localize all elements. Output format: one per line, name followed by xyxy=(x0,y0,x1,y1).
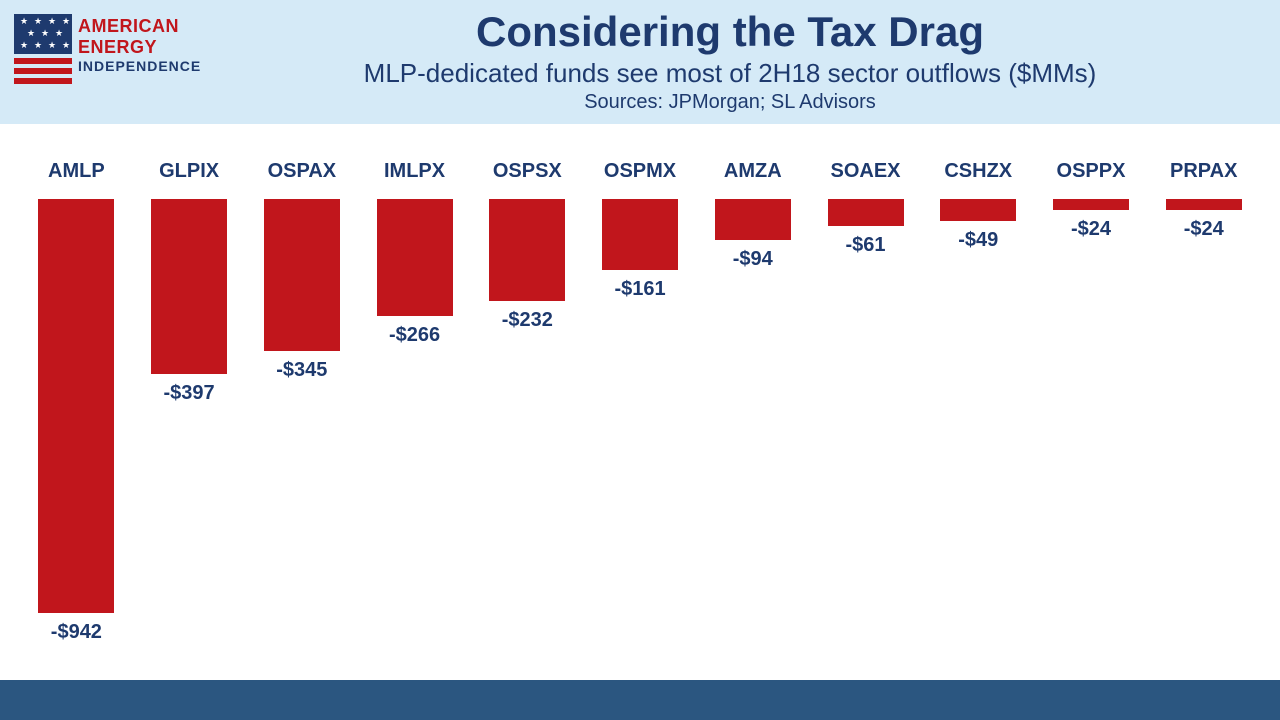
bar xyxy=(1166,199,1242,210)
chart-sources: Sources: JPMorgan; SL Advisors xyxy=(200,91,1260,114)
bar-category-label: OSPSX xyxy=(493,160,562,183)
logo-line-3: INDEPENDENCE xyxy=(78,58,201,74)
bar-column: GLPIX -$397 xyxy=(133,160,246,640)
bars-row: AMLP-$942 GLPIX -$397 OSPAX -$345 IMLPX -$266 O… xyxy=(20,160,1260,640)
flag-icon: ★★★★ ★★★ ★★★★ xyxy=(14,14,72,84)
bar-wrap xyxy=(1035,199,1148,210)
bar-value-label: -$232 xyxy=(502,309,553,332)
bar-column: AMLP-$942 xyxy=(20,160,133,640)
bar-category-label: OSPAX xyxy=(268,160,337,183)
bar-value-label: -$942 xyxy=(51,621,102,644)
bar-category-label: GLPIX xyxy=(159,160,219,183)
flag-stripes xyxy=(14,58,72,84)
bar xyxy=(489,199,565,301)
bar xyxy=(151,199,227,374)
bar-wrap xyxy=(809,199,922,226)
bar-value-label: -$345 xyxy=(276,359,327,382)
logo-line-1: AMERICAN xyxy=(78,16,201,37)
bar-value-label: -$397 xyxy=(164,382,215,405)
bar-category-label: OSPMX xyxy=(604,160,676,183)
bar-wrap xyxy=(358,199,471,316)
bar-category-label: SOAEX xyxy=(830,160,900,183)
logo-text: AMERICAN ENERGY INDEPENDENCE xyxy=(78,14,201,74)
bar-wrap xyxy=(245,199,358,351)
footer-band xyxy=(0,680,1280,720)
bar xyxy=(377,199,453,316)
page: ★★★★ ★★★ ★★★★ AMERICAN ENERGY INDEPENDEN… xyxy=(0,0,1280,720)
bar-column: PRPAX -$24 xyxy=(1147,160,1260,640)
bar-column: OSPSX -$232 xyxy=(471,160,584,640)
bar-column: OSPPX -$24 xyxy=(1035,160,1148,640)
bar xyxy=(1053,199,1129,210)
bar-wrap xyxy=(20,199,133,613)
brand-logo: ★★★★ ★★★ ★★★★ AMERICAN ENERGY INDEPENDEN… xyxy=(14,14,190,84)
bar-column: AMZA -$94 xyxy=(696,160,809,640)
title-area: Considering the Tax Drag MLP-dedicated f… xyxy=(200,8,1260,114)
bar-value-label: -$24 xyxy=(1071,218,1111,241)
bar-category-label: IMLPX xyxy=(384,160,445,183)
bar-value-label: -$266 xyxy=(389,324,440,347)
bar-category-label: AMZA xyxy=(724,160,782,183)
bar-wrap xyxy=(1147,199,1260,210)
bar xyxy=(715,199,791,240)
bar-category-label: CSHZX xyxy=(944,160,1012,183)
bar-value-label: -$94 xyxy=(733,248,773,271)
bar xyxy=(264,199,340,351)
bar-value-label: -$49 xyxy=(958,229,998,252)
logo-line-2: ENERGY xyxy=(78,37,201,58)
bar-wrap xyxy=(133,199,246,374)
bar-column: SOAEX -$61 xyxy=(809,160,922,640)
bar xyxy=(828,199,904,226)
bar-column: IMLPX -$266 xyxy=(358,160,471,640)
bar-wrap xyxy=(471,199,584,301)
bar xyxy=(602,199,678,270)
bar-column: OSPMX -$161 xyxy=(584,160,697,640)
bar-value-label: -$24 xyxy=(1184,218,1224,241)
bar-column: OSPAX -$345 xyxy=(245,160,358,640)
chart-title: Considering the Tax Drag xyxy=(200,8,1260,56)
bar-chart: AMLP-$942 GLPIX -$397 OSPAX -$345 IMLPX -$266 O… xyxy=(20,160,1260,640)
bar-wrap xyxy=(584,199,697,270)
bar-value-label: -$161 xyxy=(614,278,665,301)
bar-wrap xyxy=(696,199,809,240)
bar-column: CSHZX -$49 xyxy=(922,160,1035,640)
flag-canton: ★★★★ ★★★ ★★★★ xyxy=(14,14,72,54)
bar xyxy=(940,199,1016,221)
bar-wrap xyxy=(922,199,1035,221)
bar-category-label: OSPPX xyxy=(1057,160,1126,183)
bar-category-label: AMLP xyxy=(48,160,105,183)
bar-category-label: PRPAX xyxy=(1170,160,1237,183)
bar-value-label: -$61 xyxy=(845,234,885,257)
chart-subtitle: MLP-dedicated funds see most of 2H18 sec… xyxy=(200,58,1260,89)
bar xyxy=(38,199,114,613)
